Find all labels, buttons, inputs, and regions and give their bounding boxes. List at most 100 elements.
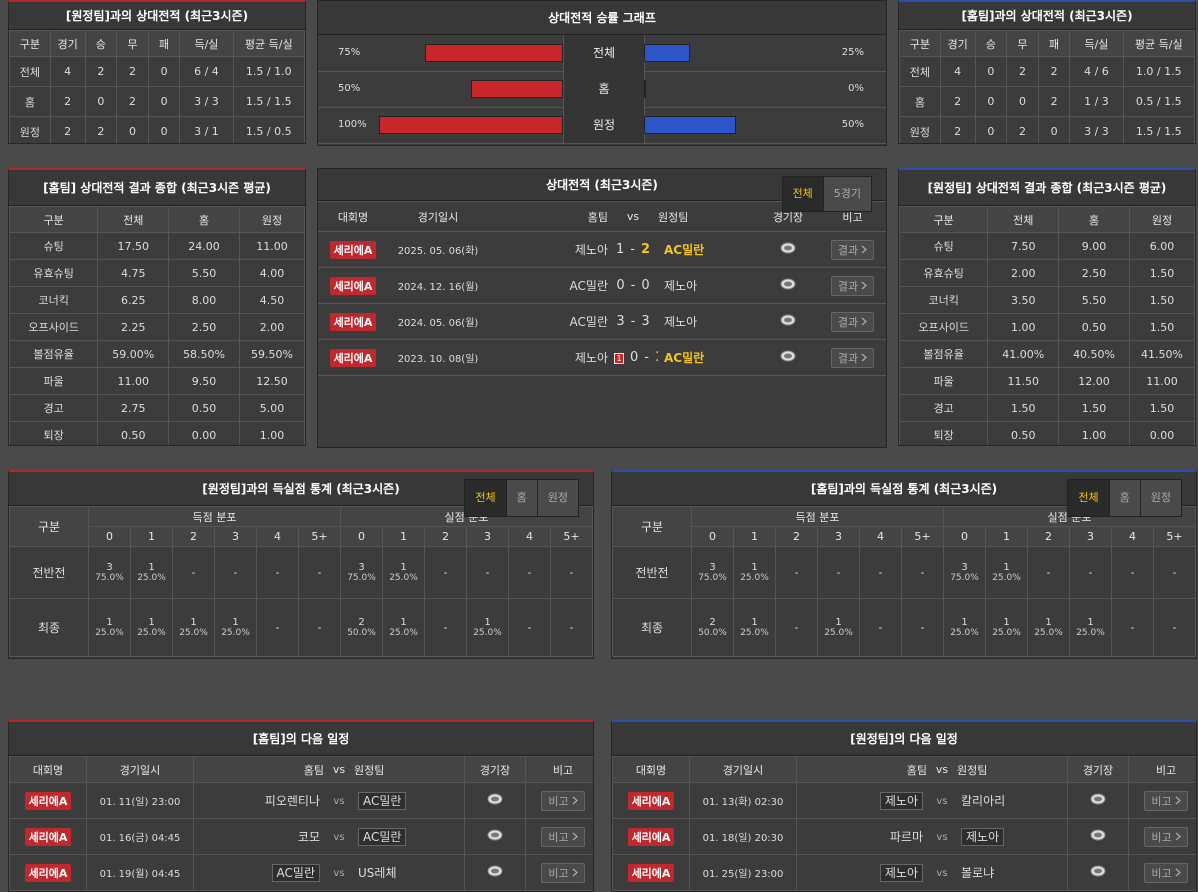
goal-percent: 25.0% — [1034, 628, 1063, 638]
schedule-cell: AC밀란 — [354, 818, 465, 855]
column-header: 5+ — [1153, 526, 1196, 547]
home-team: AC밀란 — [569, 279, 608, 293]
data-cell: 1 / 3 — [1069, 86, 1124, 117]
data-cell: 유효슈팅 — [9, 259, 99, 287]
schedule-cell: 칼리아리 — [957, 782, 1068, 819]
home-team: 피오렌티나 — [264, 794, 320, 808]
away-rate-bar — [644, 116, 736, 134]
stats-cell: 1 25.0% — [733, 598, 776, 657]
header-row: 구분 경기 승 무 패 득/실 평균 득/실 — [9, 30, 305, 57]
home-score: 3 — [616, 314, 625, 329]
note-button[interactable]: 비고 — [1144, 790, 1188, 811]
stadium-icon — [487, 793, 503, 805]
panel-title: [홈팀]과의 상대전적 (최근3시즌) — [899, 2, 1195, 30]
data-cell: 2 — [1006, 116, 1039, 143]
schedule-cell: vs — [324, 782, 354, 819]
goal-percent: 25.0% — [473, 628, 502, 638]
tab[interactable]: 홈 — [1108, 480, 1140, 516]
tab[interactable]: 5경기 — [822, 177, 871, 211]
score-separator: - — [630, 314, 636, 329]
tab[interactable]: 원정 — [1139, 480, 1181, 516]
vs-label: vs — [333, 868, 345, 879]
goal-count: 1 — [148, 562, 155, 573]
note-button[interactable]: 비고 — [1144, 862, 1188, 883]
panel-title: [홈팀] 상대전적 결과 종합 (최근3시즌 평균) — [9, 170, 305, 206]
chevron-icon — [861, 317, 868, 326]
note-button[interactable]: 비고 — [541, 826, 585, 847]
goal-count: 2 — [358, 617, 365, 628]
data-table: 구분 전체 홈 원정 슈팅 17.50 24.00 11.00 유효슈팅 4.75 5.50 4.00… — [9, 206, 305, 445]
stats-cell: - — [256, 598, 299, 657]
data-cell: 오프사이드 — [899, 313, 989, 341]
match-cell: 결과 — [818, 267, 886, 304]
note-button[interactable]: 비고 — [541, 790, 585, 811]
tab[interactable]: 전체 — [465, 480, 506, 516]
league-badge: 세리에A — [329, 240, 377, 259]
match-cell: AC밀란 — [488, 303, 608, 340]
result-button[interactable]: 결과 — [830, 275, 875, 296]
column-row: 0 1 2 3 4 5+ 0 1 2 3 4 5+ — [10, 526, 593, 547]
data-row: 코너킥 3.50 5.50 1.50 — [899, 286, 1195, 314]
match-cell: 제노아 — [658, 267, 758, 304]
result-button[interactable]: 결과 — [830, 347, 875, 368]
schedule-cell: 비고 — [525, 818, 593, 855]
data-cell: 5.00 — [238, 394, 305, 422]
data-cell: 오프사이드 — [9, 313, 99, 341]
home-schedule-panel: [홈팀]의 다음 일정 대회명 경기일시 홈팀 vs 원정팀 경기장 비고 세리에A 01. 11… — [8, 720, 594, 892]
match-cell: 0-0 — [608, 267, 658, 304]
data-cell: 3 / 3 — [1069, 116, 1124, 143]
league-badge: 세리에A — [329, 276, 377, 295]
match-date: 2023. 10. 08(일) — [397, 354, 479, 365]
match-cell: 세리에A — [318, 303, 388, 340]
data-cell: 퇴장 — [9, 421, 99, 445]
vs-label: vs — [936, 796, 948, 807]
chevron-icon — [572, 868, 578, 877]
stats-cell: - — [1027, 546, 1070, 599]
button-label: 비고 — [548, 794, 569, 808]
tab[interactable]: 전체 — [782, 177, 823, 211]
data-table: 구분 경기 승 무 패 득/실 평균 득/실 전체 4 2 2 0 6 / 4 1.5 / 1.0 홈 2 0 2… — [9, 30, 305, 143]
data-cell: 11.00 — [1128, 367, 1195, 395]
schedule-cell: 세리에A — [612, 854, 690, 891]
data-cell: 2.25 — [97, 313, 170, 341]
data-cell: 17.50 — [97, 232, 170, 260]
schedule-cell: 세리에A — [612, 818, 690, 855]
goal-percent: 75.0% — [950, 573, 979, 583]
goal-percent: 50.0% — [347, 628, 376, 638]
schedule-table: 대회명 경기일시 홈팀 vs 원정팀 경기장 비고 세리에A 01. 13(화) 02:30 제노… — [612, 756, 1196, 891]
goal-percent: 25.0% — [950, 628, 979, 638]
data-row: 슈팅 7.50 9.00 6.00 — [899, 232, 1195, 260]
row-label: 전체 — [563, 35, 645, 71]
header-cell: 구분 — [899, 206, 989, 233]
header-cell: 무 — [116, 30, 149, 57]
schedule-cell: 01. 16(금) 04:45 — [86, 818, 194, 855]
note-button[interactable]: 비고 — [541, 862, 585, 883]
goal-stats-table: 구분 득점 분포 실점 분포 0 1 2 3 4 5+ 0 1 2 3 4 5+ 전반전 3 75.0% 1 25.0… — [9, 506, 593, 657]
stats-cell: - — [256, 546, 299, 599]
match-cell: AC밀란 — [488, 267, 608, 304]
panel-title: [원정팀] 상대전적 결과 종합 (최근3시즌 평균) — [899, 170, 1195, 206]
match-date: 2024. 12. 16(월) — [397, 282, 479, 293]
header-cell: vs — [927, 756, 957, 783]
stats-cell: 1 25.0% — [130, 598, 173, 657]
tab[interactable]: 전체 — [1068, 480, 1109, 516]
tab[interactable]: 원정 — [536, 480, 578, 516]
result-button[interactable]: 결과 — [830, 239, 875, 260]
data-row: 전체 4 2 2 0 6 / 4 1.5 / 1.0 — [9, 56, 305, 87]
schedule-cell — [1067, 818, 1129, 855]
panel-title: [원정팀]과의 상대전적 (최근3시즌) — [9, 2, 305, 30]
matches-table: 대회명 경기일시 홈팀 vs 원정팀 경기장 비고 세리에A 2025. 05. 06(화) 제노… — [318, 201, 886, 376]
data-cell: 1.5 / 1.5 — [232, 86, 305, 117]
result-button[interactable]: 결과 — [830, 311, 875, 332]
match-cell: 세리에A — [318, 267, 388, 304]
header-cell: 비고 — [1128, 756, 1196, 783]
stats-cell: 1 25.0% — [985, 546, 1028, 599]
match-cell: 세리에A — [318, 231, 388, 268]
goal-count: 3 — [358, 562, 365, 573]
tab[interactable]: 홈 — [505, 480, 537, 516]
data-table: 구분 경기 승 무 패 득/실 평균 득/실 전체 4 0 2 2 4 / 6 1.0 / 1.5 홈 2 0 0… — [899, 30, 1195, 143]
goal-percent: 25.0% — [179, 628, 208, 638]
home-rate-label: 100% — [338, 119, 367, 130]
note-button[interactable]: 비고 — [1144, 826, 1188, 847]
data-cell: 5.50 — [168, 259, 240, 287]
